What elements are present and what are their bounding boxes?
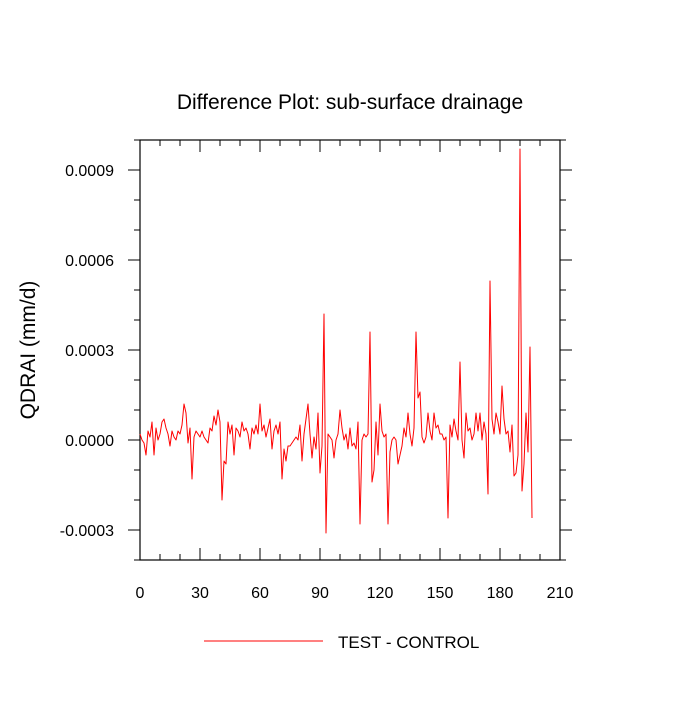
legend: TEST - CONTROL [204, 633, 479, 652]
x-tick-label: 60 [251, 585, 269, 602]
x-tick-label: 120 [367, 585, 394, 602]
x-tick-label: 0 [136, 585, 145, 602]
x-tick-label: 90 [311, 585, 329, 602]
x-axis: 0 30 60 90 120 150 180 210 [136, 140, 574, 602]
y-tick-label: 0.0003 [65, 343, 114, 360]
y-axis-label: QDRAI (mm/d) [17, 281, 40, 420]
y-tick-label: 0.0009 [65, 163, 114, 180]
y-tick-label: 0.0000 [65, 433, 114, 450]
x-tick-label: 150 [427, 585, 454, 602]
chart-title: Difference Plot: sub-surface drainage [177, 91, 523, 114]
y-axis: -0.0003 0.0000 0.0003 0.0006 0.0009 [60, 139, 572, 561]
series-line-test-control [139, 148, 533, 534]
x-tick-label: 210 [547, 585, 574, 602]
y-tick-label: 0.0006 [65, 253, 114, 270]
x-tick-label: 180 [487, 585, 514, 602]
plot-frame [139, 139, 561, 561]
legend-label-test-control: TEST - CONTROL [338, 633, 479, 652]
y-tick-label: -0.0003 [60, 523, 114, 540]
x-tick-label: 30 [191, 585, 209, 602]
